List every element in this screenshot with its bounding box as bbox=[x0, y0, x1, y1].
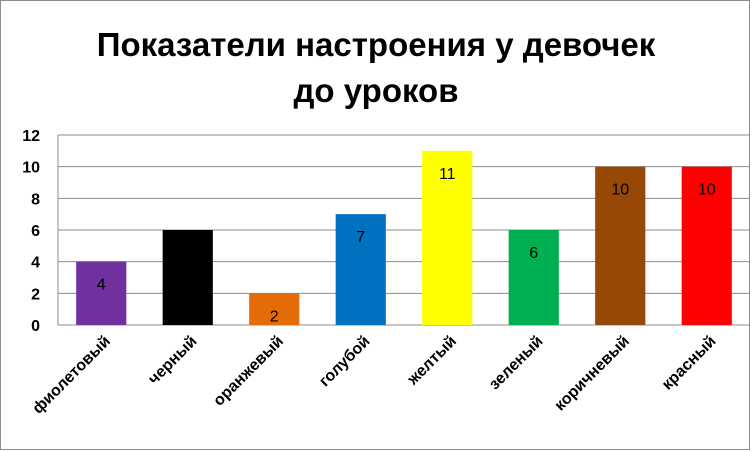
category-label: черный bbox=[145, 333, 200, 388]
y-tick-label: 0 bbox=[31, 318, 40, 335]
y-tick-label: 8 bbox=[31, 191, 40, 208]
category-label: фиолетовый bbox=[30, 333, 115, 418]
chart-title-line-2: до уроков bbox=[293, 72, 459, 109]
chart-title-line-1: Показатели настроения у девочек bbox=[96, 26, 656, 63]
data-labels: 4 2 7 11 6 10 10 bbox=[97, 166, 716, 326]
data-label: 2 bbox=[270, 308, 279, 325]
y-tick-label: 10 bbox=[22, 160, 40, 177]
bar-фиолетовый bbox=[76, 261, 127, 325]
y-axis: 0 2 4 6 8 10 12 bbox=[22, 128, 59, 335]
bars bbox=[76, 150, 732, 325]
category-label: желтый bbox=[404, 333, 460, 389]
category-label: коричневый bbox=[551, 333, 633, 415]
category-label: голубой bbox=[316, 333, 373, 390]
y-tick-label: 2 bbox=[31, 286, 40, 303]
bar-желтый bbox=[422, 150, 473, 325]
bar-зеленый bbox=[508, 230, 559, 325]
data-label: 6 bbox=[529, 245, 538, 262]
chart-title: Показатели настроения у девочек до уроко… bbox=[0, 22, 752, 114]
data-label: 10 bbox=[611, 182, 629, 199]
bar-оранжевый bbox=[249, 293, 300, 325]
category-labels: фиолетовый черный оранжевый голубой желтый зе… bbox=[30, 333, 720, 418]
category-label: зеленый bbox=[486, 333, 547, 394]
data-label: 10 bbox=[698, 182, 716, 199]
bar-красный bbox=[681, 166, 732, 325]
y-tick-label: 4 bbox=[31, 255, 40, 272]
bar-черный bbox=[162, 230, 213, 325]
bar-голубой bbox=[335, 214, 386, 325]
category-label: оранжевый bbox=[210, 333, 287, 410]
data-label: 4 bbox=[97, 277, 106, 294]
y-tick-label: 12 bbox=[22, 128, 40, 145]
data-label: 11 bbox=[439, 166, 456, 183]
category-label: красный bbox=[659, 333, 720, 394]
y-tick-label: 6 bbox=[31, 223, 40, 240]
gridlines bbox=[58, 134, 750, 326]
data-label: 7 bbox=[356, 229, 365, 246]
bar-коричневый bbox=[595, 166, 646, 325]
